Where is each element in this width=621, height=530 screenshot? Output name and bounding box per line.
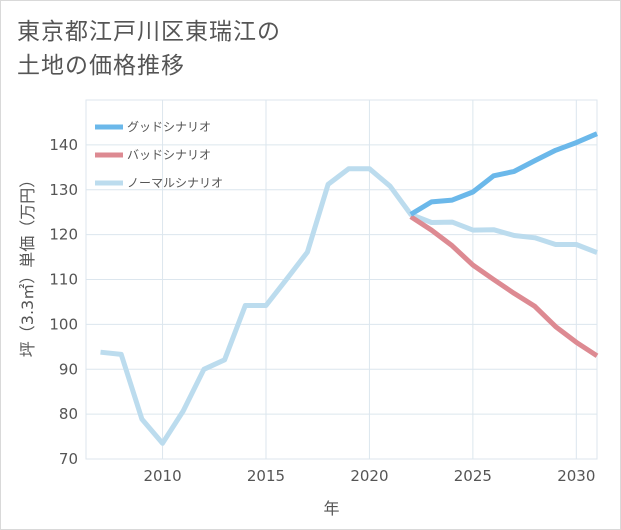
y-tick-label: 70 [59,450,78,468]
y-axis-label: 坪（3.3㎡）単価（万円） [18,172,37,357]
x-tick-label: 2010 [143,467,181,485]
y-tick-label: 100 [49,315,78,333]
tick-labels: 70 80 90 100 110 120 130 140 2010 2015 2020 2025 203… [49,136,595,485]
x-axis-label: 年 [323,499,339,518]
series-line-bad [409,214,599,358]
legend-label: ノーマルシナリオ [127,176,223,190]
chart-title: 東京都江戸川区東瑞江の 土地の価格推移 [17,19,281,79]
y-tick-label: 120 [49,226,78,244]
x-tick-label: 2020 [350,467,388,485]
y-tick-label: 140 [49,136,78,154]
series-line-normal [100,166,598,446]
series-layer [100,131,599,446]
legend-label: バッドシナリオ [127,148,211,162]
legend-label: グッドシナリオ [127,120,211,134]
x-tick-label: 2025 [454,467,492,485]
x-tick-label: 2030 [557,467,595,485]
y-tick-label: 110 [49,271,78,289]
series-line-good [409,131,598,217]
y-tick-label: 90 [59,360,78,378]
y-tick-label: 130 [49,181,78,199]
x-tick-label: 2015 [247,467,285,485]
y-tick-label: 80 [59,405,78,423]
